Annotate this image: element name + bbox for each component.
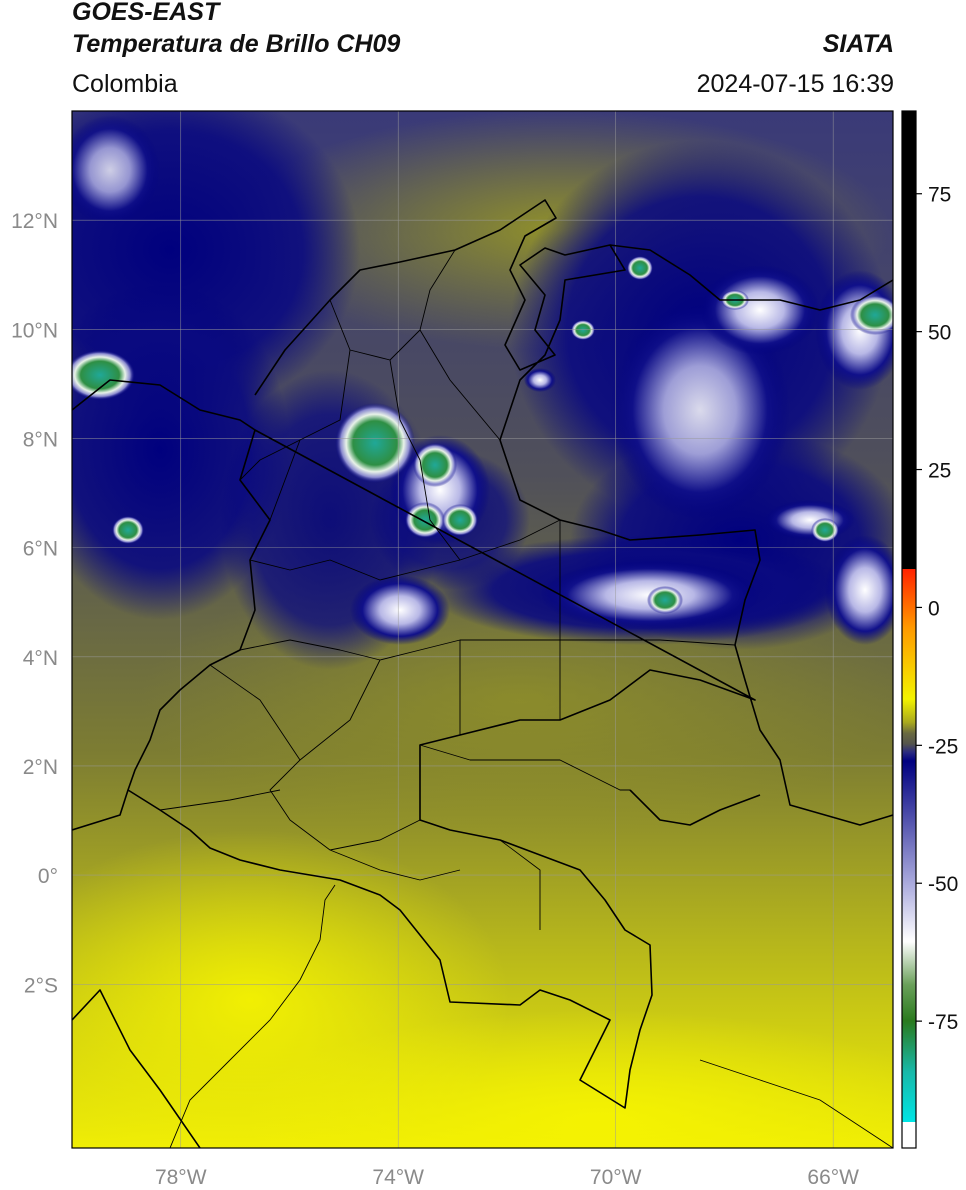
colorbar-frame [901,110,917,1149]
datetime-label: 2024-07-15 16:39 [696,70,894,98]
satellite-imagery [72,111,893,1148]
colorbar-tick-label: 75 [928,184,951,207]
lat-tick-label: 12°N [11,210,58,233]
lat-tick-label: 10°N [11,319,58,342]
lat-tick-label: 0° [38,865,58,888]
department-borders [159,249,736,930]
agency-label: SIATA [822,30,894,58]
map-gridlines [72,111,893,1148]
coastlines [169,884,893,1148]
region-label: Colombia [72,70,178,98]
lat-tick-label: 8°N [23,428,58,451]
colorbar-band-black [902,111,916,569]
lon-tick-label: 66°W [807,1166,859,1189]
colorbar-band-olive [902,699,916,761]
lon-tick-label: 78°W [155,1166,207,1189]
latitude-axis: 12°N 10°N 8°N 6°N 4°N 2°N 0° 2°S [11,210,58,997]
colorbar-ticks: 75 50 25 0 -25 -50 -75 [916,184,958,1034]
lat-tick-label: 6°N [23,538,58,561]
longitude-axis: 78°W 74°W 70°W 66°W [155,1166,859,1189]
colorbar-band-warm [902,569,916,699]
colorbar-band-cold [902,761,916,1122]
colorbar-tick-label: 0 [928,597,940,620]
colorbar-tick-label: 50 [928,322,951,345]
colorbar-tick-label: -75 [928,1011,958,1034]
map-frame [71,110,894,1149]
colorbar-tick-label: 25 [928,460,951,483]
lat-tick-label: 2°N [23,756,58,779]
satellite-title: GOES-EAST [72,0,220,26]
colorbar-band-white [902,1122,916,1148]
colorbar-tick-label: -50 [928,873,958,896]
lat-tick-label: 4°N [23,647,58,670]
product-title: Temperatura de Brillo CH09 [72,30,401,58]
colorbar-tick-label: -25 [928,735,958,758]
lon-tick-label: 70°W [590,1166,642,1189]
lon-tick-label: 74°W [372,1166,424,1189]
colorbar: 75 50 25 0 -25 -50 -75 [901,110,958,1149]
lat-tick-label: 2°S [24,974,58,997]
